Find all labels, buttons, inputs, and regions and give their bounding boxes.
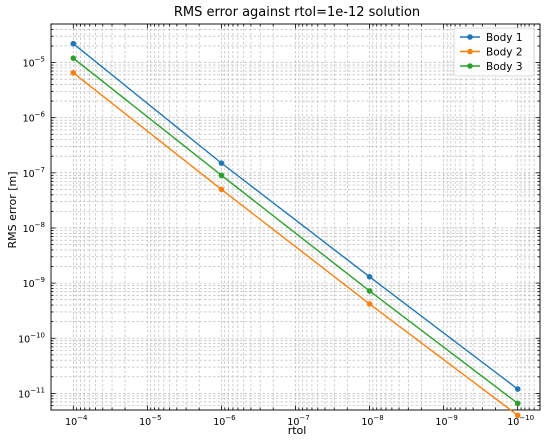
plot-area: 10−4 10−5 10−6 10−7 10−8 10−9 10−10 10−11 10−10 1… xyxy=(18,23,541,428)
x-tick-label: 10−6 xyxy=(213,414,236,428)
y-tick-label: 10−11 xyxy=(18,386,45,400)
data-point xyxy=(70,70,77,76)
legend-label: Body 2 xyxy=(486,47,523,59)
x-tick-label: 10−10 xyxy=(507,414,534,428)
y-tick-label: 10−5 xyxy=(23,56,45,70)
y-tick-label: 10−8 xyxy=(23,221,45,235)
y-tick-label: 10−9 xyxy=(23,276,45,290)
x-tick-label: 10−8 xyxy=(361,414,383,428)
x-tick-label: 10−7 xyxy=(287,414,309,428)
data-point xyxy=(366,274,373,280)
y-axis-label: RMS error [m] xyxy=(6,171,19,248)
series-1 xyxy=(70,40,521,392)
legend: Body 1 Body 2 Body 3 xyxy=(453,27,535,77)
y-tick-label: 10−10 xyxy=(18,331,45,345)
axis-ticks xyxy=(50,23,541,411)
x-axis-label: rtol xyxy=(288,424,307,437)
x-tick-label: 10−9 xyxy=(435,414,457,428)
legend-swatch-marker xyxy=(467,63,473,69)
chart-title: RMS error against rtol=1e-12 solution xyxy=(174,5,420,20)
data-point xyxy=(70,40,77,47)
data-point xyxy=(514,412,521,419)
legend-box xyxy=(453,27,535,77)
legend-swatch-marker xyxy=(467,34,473,40)
series-line xyxy=(72,57,519,404)
data-point xyxy=(218,172,225,179)
data-point xyxy=(514,400,521,407)
series-line xyxy=(72,43,519,390)
series-2 xyxy=(70,70,521,419)
grid-lines xyxy=(51,24,540,410)
data-point xyxy=(70,55,77,61)
data-point xyxy=(366,301,373,307)
data-point xyxy=(218,160,225,166)
series-3 xyxy=(70,55,521,407)
y-tick-label: 10−6 xyxy=(23,111,46,125)
plot-frame xyxy=(50,23,541,411)
data-point xyxy=(366,288,373,294)
data-point xyxy=(218,186,225,193)
data-point xyxy=(514,386,521,392)
x-tick-label: 10−5 xyxy=(139,414,161,428)
legend-swatch-marker xyxy=(467,48,473,55)
legend-label: Body 3 xyxy=(486,61,523,73)
y-tick-label: 10−7 xyxy=(23,166,45,180)
series-line xyxy=(72,72,519,416)
legend-label: Body 1 xyxy=(486,32,523,44)
x-tick-label: 10−4 xyxy=(65,414,88,428)
